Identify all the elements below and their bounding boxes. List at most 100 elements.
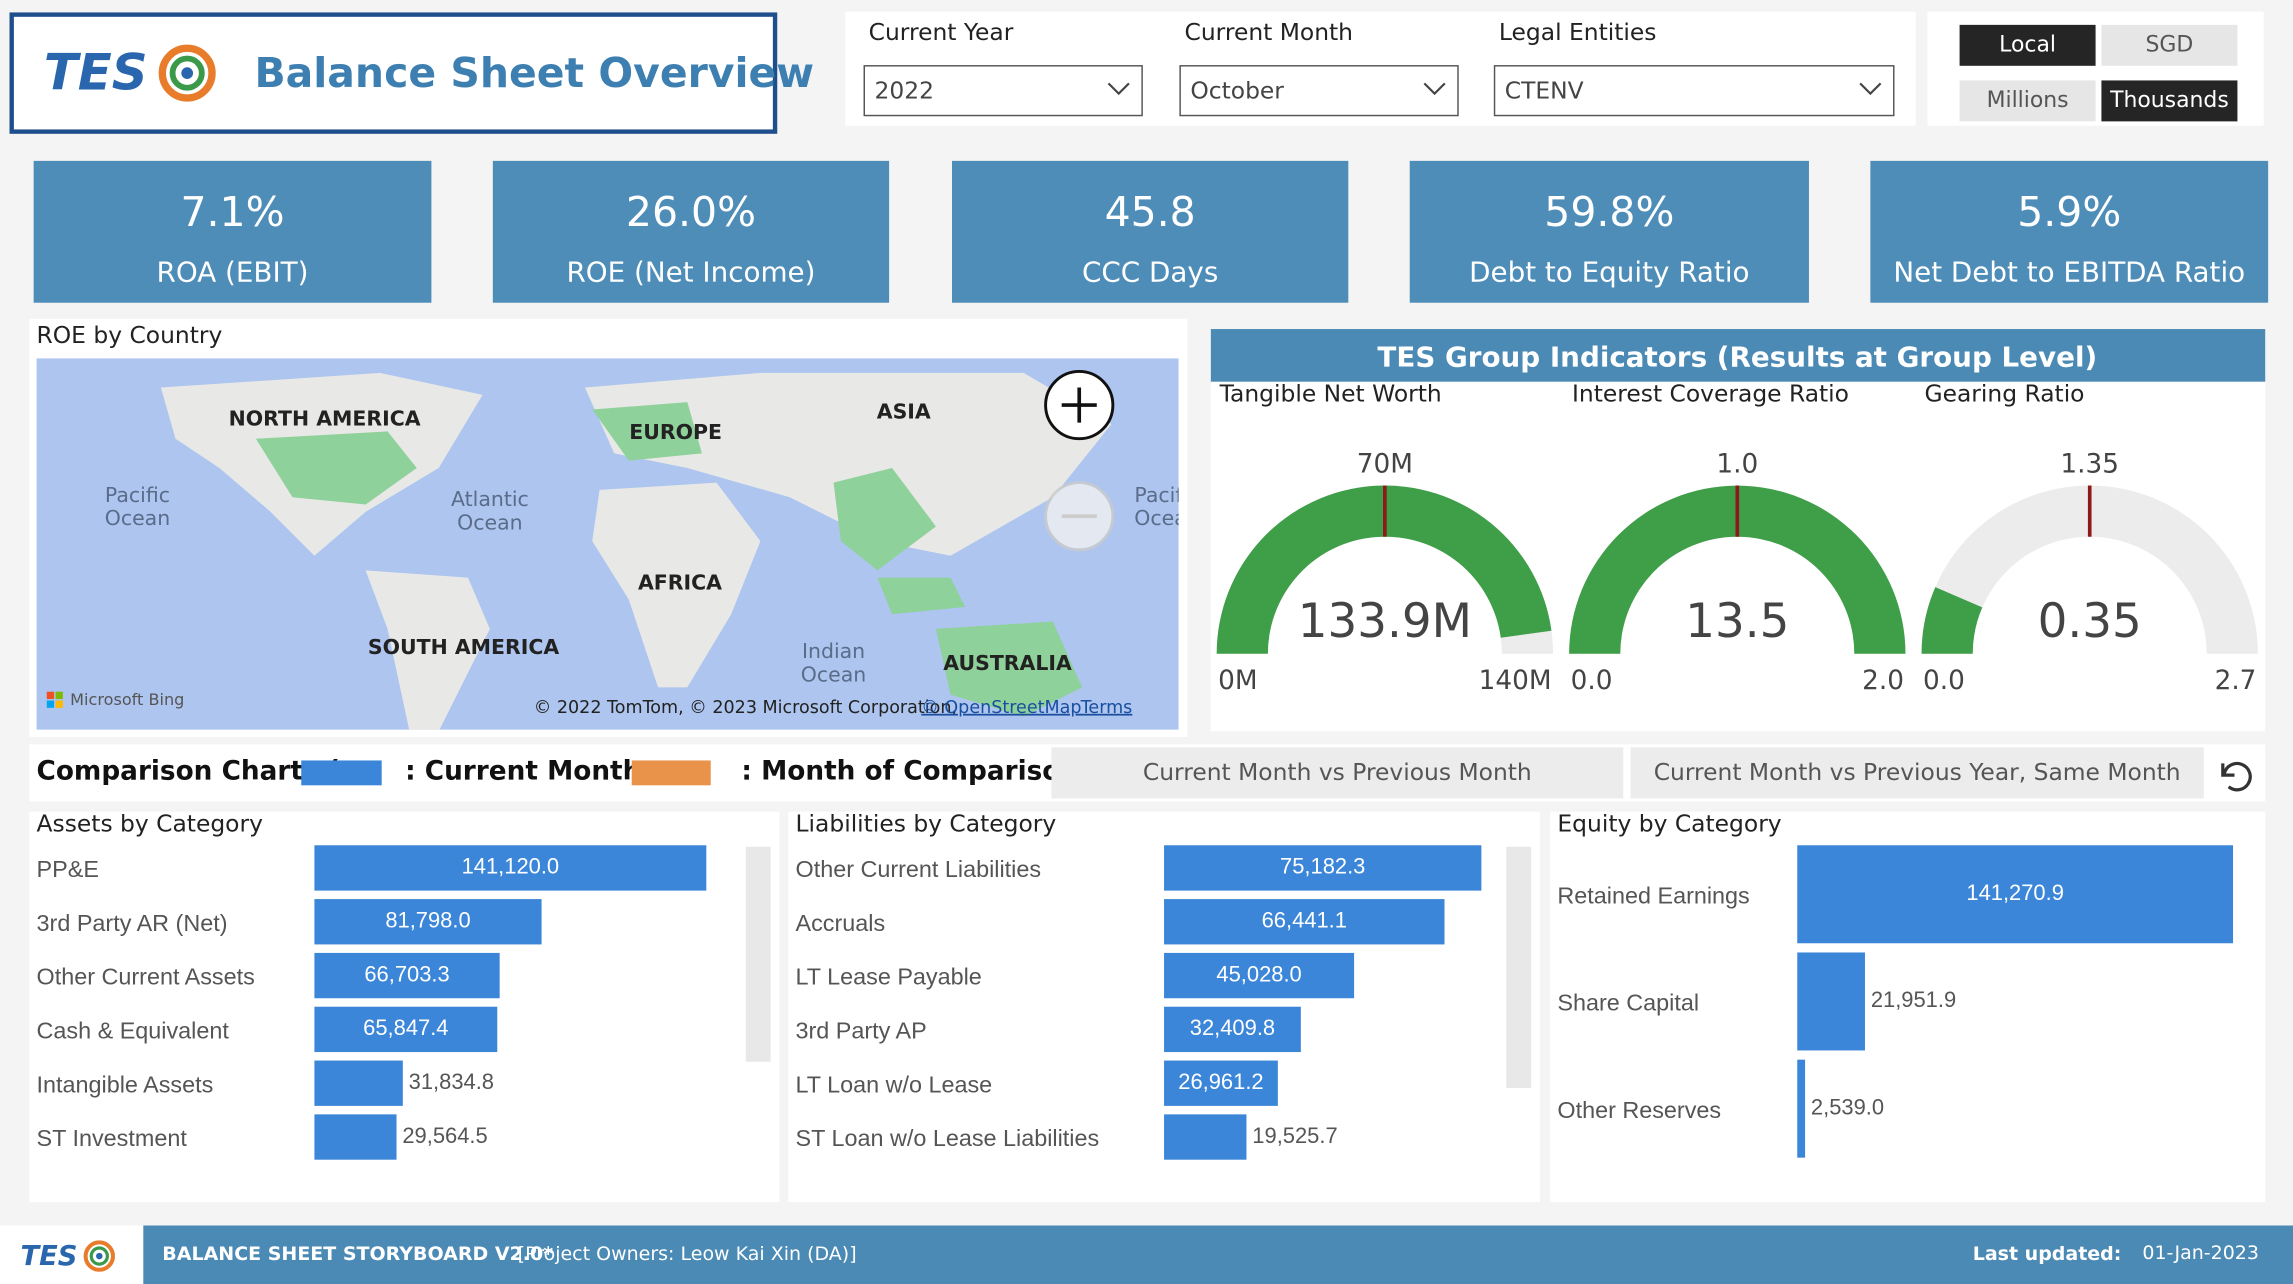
logo-ring [181,67,194,79]
bar-value-label: 141,120.0 [462,854,560,879]
kpi-label: Net Debt to EBITDA Ratio [1893,255,2245,288]
toggle-button[interactable] [2101,80,2238,122]
gauge-min-label: 0.0 [1571,666,1613,696]
map-land [592,482,761,688]
dropdown-chevron [1859,82,1882,96]
map-land [255,431,417,505]
scrollbar[interactable] [1506,846,1532,1089]
filter-label: Current Month [1185,18,1353,46]
undo-icon[interactable] [2221,761,2252,792]
bar-value-label: 141,270.9 [1966,880,2064,905]
kpi-label: ROA (EBIT) [157,255,309,288]
dropdown[interactable] [1493,65,1895,117]
map: NORTH AMERICA EUROPE ASIA AFRICA SOUTH AMERI… [36,358,1199,730]
bar [314,845,707,891]
gauge-max-label: 2.7 [2215,666,2257,696]
bar-value-label: 26,961.2 [1178,1069,1263,1094]
category-label: Intangible Assets [37,1071,214,1097]
toggle-label[interactable]: Thousands [2109,88,2229,113]
logo-ring [169,55,205,91]
gauge-value [1921,587,1983,654]
bar-value-label: 21,951.9 [1871,987,1956,1012]
filter-label: Current Year [869,18,1014,46]
map-ocean-label: Ocean [457,511,522,535]
comparison-button[interactable] [1051,747,1624,799]
kpi-value: 26.0% [626,188,756,236]
bing-logo [46,700,55,708]
map-ocean-label: Ocean [105,506,170,530]
map-terms-link[interactable]: Terms [1080,698,1133,718]
logo-ring [89,1246,109,1266]
map-continent-label: SOUTH AMERICA [368,635,560,659]
toggle-button[interactable] [1959,80,2096,122]
toggle-label[interactable]: Local [1999,32,2056,57]
footer-logo-area [0,1225,144,1284]
kpi-label: Debt to Equity Ratio [1469,255,1749,288]
toggle-button[interactable] [2101,24,2238,66]
legend-swatch-current [301,760,382,786]
category-label: Retained Earnings [1557,882,1749,908]
bar [314,1006,498,1053]
toggle-label[interactable]: Millions [1987,88,2069,113]
category-label: 3rd Party AP [796,1017,927,1043]
zoom-in-icon [1061,387,1097,423]
footer-owners: [Project Owners: Leow Kai Xin (DA)] [518,1243,857,1265]
bar [314,1060,403,1106]
map-land [584,372,1112,556]
toggle-button[interactable] [1959,24,2096,66]
footer-bar [143,1225,2293,1284]
gauge-value [1216,485,1552,654]
dropdown-chevron [1423,82,1446,96]
dropdown-value[interactable]: October [1190,77,1284,105]
comparison-button-label[interactable]: Current Month vs Previous Year, Same Mon… [1654,758,2181,786]
dropdown[interactable] [863,65,1143,117]
kpi-card [33,160,432,303]
category-label: Other Current Liabilities [796,856,1042,882]
header-box [9,12,778,134]
map-osm-link[interactable]: © OpenStreetMap [921,698,1081,718]
bar [1797,952,1865,1051]
footer-updated-label: Last updated: [1973,1243,2122,1265]
bing-logo [55,700,63,708]
map-continent-label: AUSTRALIA [943,651,1072,675]
map-bing: Microsoft Bing [70,690,184,709]
kpi-card [492,160,890,303]
kpi-card [952,160,1349,303]
gauge-title: Interest Coverage Ratio [1572,379,1849,407]
bar-value-label: 45,028.0 [1216,961,1301,986]
map-continent-label: ASIA [877,399,931,423]
toggle-label[interactable]: SGD [2146,32,2194,57]
bar [314,1114,397,1160]
bar-value-label: 29,564.5 [402,1123,487,1148]
category-label: LT Loan w/o Lease [796,1071,993,1097]
map-land [365,570,490,730]
dropdown-value[interactable]: 2022 [874,77,933,105]
map-ocean-label: Ocean [801,663,866,687]
kpi-value: 45.8 [1105,188,1196,236]
gauge-max-label: 2.0 [1862,666,1904,696]
comparison-button[interactable] [1630,747,2204,799]
dropdown-value[interactable]: CTENV [1505,77,1584,105]
gauge-track [1921,485,2258,654]
kpi-card [1870,160,2269,303]
map-land [592,402,702,461]
bar-value-label: 2,539.0 [1811,1094,1884,1119]
category-label: ST Investment [37,1125,188,1151]
map-ocean-label: Ocean [1134,506,1199,530]
map-continent-label: AFRICA [638,571,722,595]
scrollbar[interactable] [745,846,771,1062]
logo-ring [158,44,216,102]
logo-ring [83,1240,115,1272]
gauge-value [1569,485,1906,654]
gauge-min-label: 0M [1218,666,1257,696]
map-ocean-label: Indian [802,639,865,663]
category-label: Accruals [796,910,886,936]
comparison-button-label[interactable]: Current Month vs Previous Month [1143,758,1532,786]
category-label: LT Lease Payable [796,964,982,990]
bar-chart-title: Assets by Category [37,809,264,837]
map-ocean-label: Atlantic [451,487,529,511]
dropdown[interactable] [1179,65,1459,117]
logo-text: TES [20,1241,77,1272]
